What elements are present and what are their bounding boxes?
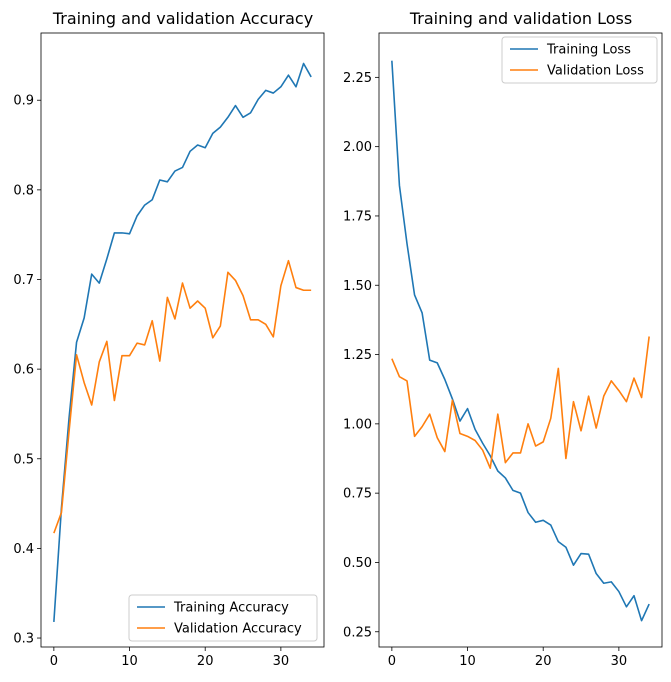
loss-x-tick-label: 0 <box>388 654 396 669</box>
accuracy-x-tick-label: 0 <box>50 654 58 669</box>
accuracy-y-tick-label: 0.8 <box>13 183 34 198</box>
loss-x-tick-label: 20 <box>535 654 552 669</box>
accuracy-y-tick-label: 0.5 <box>13 452 34 467</box>
accuracy-y-tick-label: 0.6 <box>13 363 34 378</box>
loss-y-tick-label: 1.25 <box>343 348 372 363</box>
loss-y-tick-label: 2.25 <box>343 71 372 86</box>
loss-plot-frame <box>378 32 663 648</box>
loss-legend-label: Training Loss <box>546 43 631 58</box>
accuracy-legend-label: Training Accuracy <box>173 601 289 616</box>
accuracy-x-tick-label: 30 <box>273 654 290 669</box>
loss-y-tick-label: 0.75 <box>343 487 372 502</box>
loss-y-tick-label: 0.25 <box>343 625 372 640</box>
loss-legend-label: Validation Loss <box>547 64 644 79</box>
accuracy-series-line-training <box>53 62 312 622</box>
accuracy-y-tick-label: 0.3 <box>13 632 34 647</box>
loss-subplot: Training and validation Loss 0 10 20 30 0.25… <box>343 9 663 669</box>
accuracy-x-tick-label: 10 <box>121 654 138 669</box>
loss-chart-title: Training and validation Loss <box>409 9 632 28</box>
accuracy-plot-frame <box>40 32 325 648</box>
loss-series-line-validation <box>391 336 650 470</box>
accuracy-y-tick-label: 0.7 <box>13 273 34 288</box>
accuracy-subplot: Training and validation Accuracy 0 10 20 30… <box>13 9 325 669</box>
loss-y-tick-label: 0.50 <box>343 556 372 571</box>
loss-series-line-training <box>391 60 650 622</box>
loss-x-tick-label: 30 <box>611 654 628 669</box>
accuracy-legend: Training Accuracy Validation Accuracy <box>128 594 318 642</box>
loss-legend-box <box>501 36 658 84</box>
accuracy-legend-label: Validation Accuracy <box>174 622 302 637</box>
loss-legend: Training Loss Validation Loss <box>501 36 658 84</box>
loss-y-tick-label: 2.00 <box>343 140 372 155</box>
loss-y-tick-label: 1.50 <box>343 279 372 294</box>
accuracy-legend-box <box>128 594 318 642</box>
accuracy-series-line-validation <box>53 259 312 534</box>
accuracy-y-tick-label: 0.9 <box>13 94 34 109</box>
accuracy-y-tick-label: 0.4 <box>13 542 34 557</box>
accuracy-x-tick-label: 20 <box>197 654 214 669</box>
loss-x-tick-label: 10 <box>459 654 476 669</box>
accuracy-chart-title: Training and validation Accuracy <box>52 9 313 28</box>
loss-y-tick-label: 1.00 <box>343 417 372 432</box>
loss-y-tick-label: 1.75 <box>343 209 372 224</box>
